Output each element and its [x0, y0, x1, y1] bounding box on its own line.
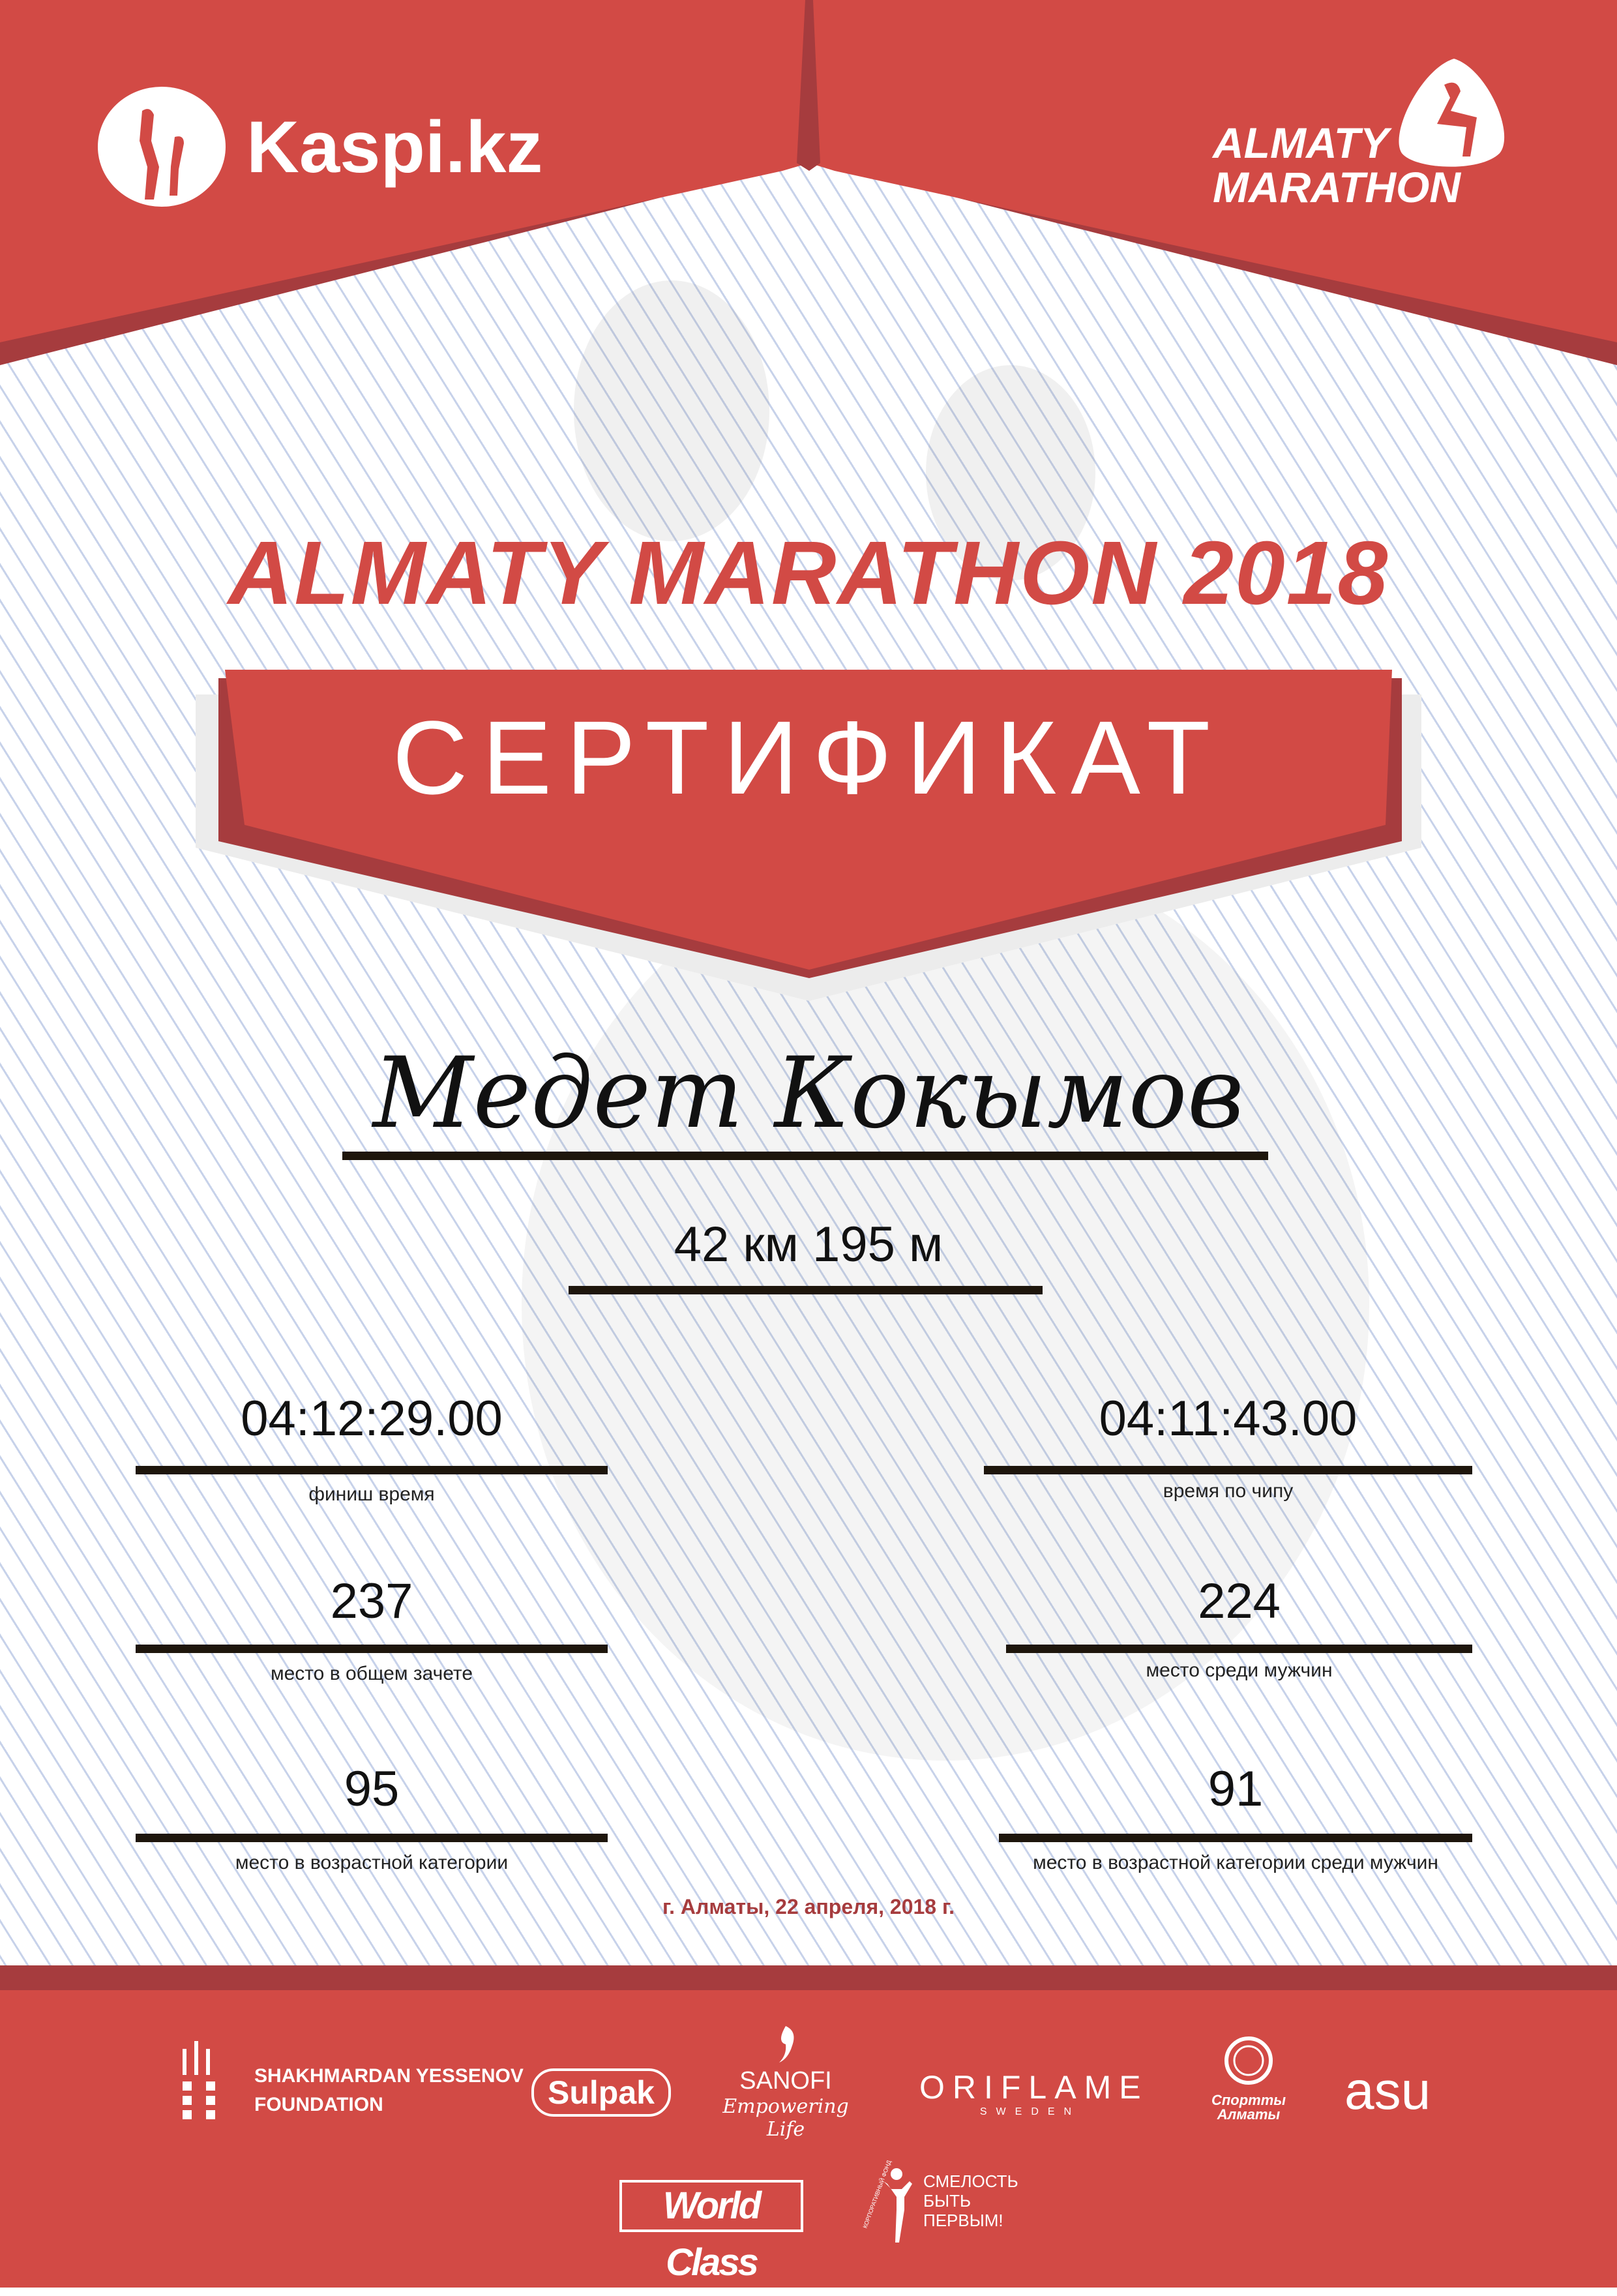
- worldclass-logo: World Class: [619, 2180, 803, 2284]
- age-men-place-value: 91: [1208, 1761, 1264, 1817]
- overall-place-value: 237: [330, 1573, 413, 1629]
- sulpak-logo: Sulpak: [531, 2068, 671, 2117]
- name-underline: [342, 1152, 1268, 1160]
- oriflame-logo: ORIFLAME SWEDEN: [919, 2068, 1141, 2118]
- finish-time-label: финиш время: [308, 1483, 435, 1505]
- kaspi-logo-text: Kaspi.kz: [246, 106, 543, 188]
- age-place-value: 95: [344, 1761, 400, 1817]
- sulpak-text: Sulpak: [548, 2074, 655, 2111]
- event-title: ALMATY MARATHON 2018: [228, 523, 1389, 623]
- distance-underline: [569, 1286, 1043, 1294]
- date-place: г. Алматы, 22 апреля, 2018 г.: [662, 1895, 955, 1918]
- almaty-logo-line1: ALMATY: [1213, 119, 1389, 167]
- smelost-logo: КОРПОРАТИВНЫЙ ФОНД СМЕЛОСТЬ БЫТЬ ПЕРВЫМ!: [862, 2158, 1018, 2243]
- age-place-underline: [136, 1834, 608, 1842]
- smelost-line1: СМЕЛОСТЬ: [923, 2171, 1018, 2191]
- chip-time-underline: [984, 1466, 1472, 1474]
- smelost-line3: ПЕРВЫМ!: [923, 2211, 1003, 2230]
- oriflame-sub: SWEDEN: [979, 2106, 1081, 2117]
- asu-logo: asu: [1344, 2061, 1431, 2122]
- kaspi-logo: Kaspi.kz: [96, 85, 542, 209]
- sport-almaty-line1: Спортты: [1211, 2092, 1286, 2108]
- men-place-label: место среди мужчин: [1146, 1660, 1333, 1681]
- asu-text: asu: [1344, 2061, 1431, 2121]
- yessenov-line1: SHAKHMARDAN YESSENOV: [254, 2065, 524, 2087]
- sport-almaty-line2: Алматы: [1217, 2106, 1281, 2123]
- runner-drop-icon: [1399, 59, 1505, 167]
- sponsors-footer: [0, 1990, 1617, 2288]
- age-men-place-label: место в возрастной категории среди мужчи…: [1033, 1852, 1438, 1873]
- footer-divider: [0, 1965, 1617, 1991]
- kaspi-figure-icon: [98, 87, 226, 207]
- participant-name: Медет Кокымов: [372, 1037, 1245, 1150]
- sanofi-name: SANOFI: [739, 2067, 832, 2095]
- men-place-value: 224: [1198, 1573, 1281, 1629]
- header-banner: [0, 0, 1617, 365]
- almaty-marathon-logo: ALMATY MARATHON: [1213, 55, 1519, 212]
- sport-almaty-emblem-icon: [1224, 2036, 1273, 2085]
- overall-place-label: место в общем зачете: [270, 1663, 473, 1684]
- sanofi-bird-icon: [779, 2026, 794, 2063]
- finish-time-value: 04:12:29.00: [241, 1391, 503, 1446]
- chip-time-value: 04:11:43.00: [1099, 1391, 1357, 1446]
- sport-almaty-logo: Спортты Алматы: [1200, 2031, 1298, 2122]
- men-place-underline: [1006, 1645, 1472, 1653]
- sanofi-tagline: Empowering Life: [722, 2095, 849, 2141]
- distance-value: 42 км 195 м: [674, 1217, 943, 1272]
- almaty-logo-line2: MARATHON: [1213, 163, 1461, 211]
- worldclass-text: World Class: [662, 2184, 762, 2284]
- runner-photo-male-head: [574, 280, 769, 541]
- smelost-figure-icon: [883, 2168, 912, 2243]
- certificate-heading: СЕРТИФИКАТ: [392, 699, 1225, 816]
- overall-place-underline: [136, 1645, 608, 1653]
- yessenov-logo: SHAKHMARDAN YESSENOV FOUNDATION: [181, 2041, 524, 2119]
- finish-time-underline: [136, 1466, 608, 1474]
- oriflame-name: ORIFLAME: [919, 2069, 1149, 2106]
- yessenov-line2: FOUNDATION: [254, 2094, 383, 2115]
- runner-photo-bodies: [522, 848, 1369, 1761]
- certificate-ribbon: [196, 670, 1421, 1001]
- chip-time-label: время по чипу: [1163, 1480, 1294, 1502]
- yessenov-bars-icon: [183, 2041, 215, 2119]
- age-place-label: место в возрастной категории: [235, 1852, 509, 1873]
- age-men-place-underline: [999, 1834, 1472, 1842]
- sanofi-logo: SANOFI Empowering Life: [717, 2025, 854, 2141]
- smelost-line2: БЫТЬ: [923, 2191, 972, 2211]
- runner-photo-female-head: [926, 365, 1095, 580]
